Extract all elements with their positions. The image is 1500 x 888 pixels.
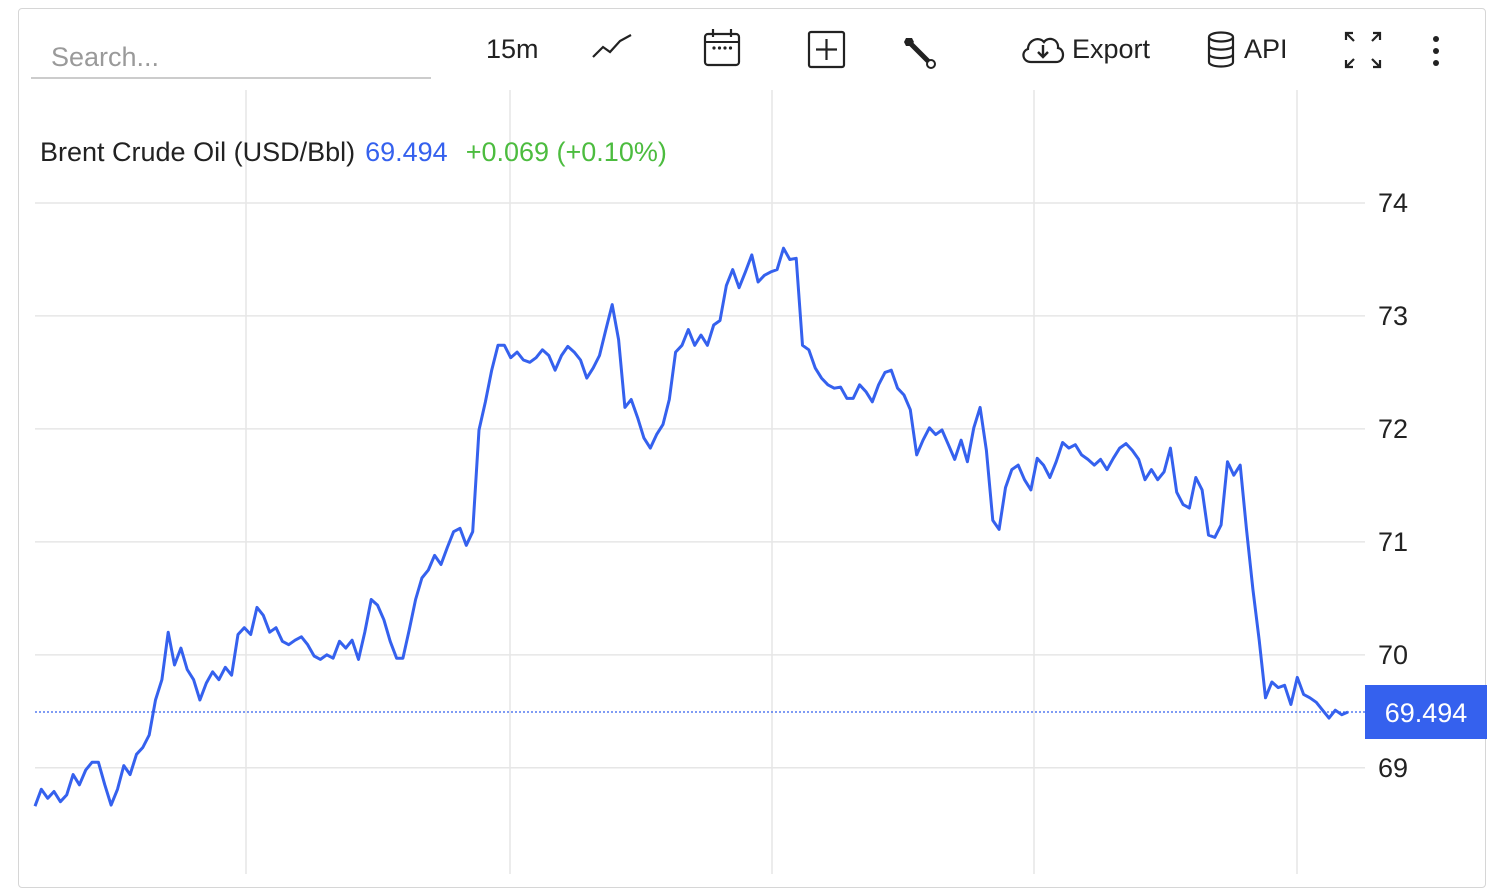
y-tick-label: 69: [1378, 753, 1408, 783]
y-tick-label: 71: [1378, 527, 1408, 557]
export-icon: [1022, 37, 1065, 64]
y-tick-label: 73: [1378, 301, 1408, 331]
api-icon: [1207, 31, 1235, 68]
chart-type-button[interactable]: [590, 30, 634, 66]
y-tick-label: 70: [1378, 640, 1408, 670]
add-indicator-button[interactable]: [807, 30, 847, 70]
price-change: +0.069 (+0.10%): [465, 137, 667, 167]
last-price: 69.494: [365, 137, 448, 167]
search-input[interactable]: Search...: [31, 38, 431, 79]
more-button[interactable]: [1428, 34, 1444, 70]
export-button[interactable]: Export: [1072, 34, 1151, 64]
chart-title: Brent Crude Oil (USD/Bbl): [40, 137, 356, 167]
last-price-tag-label: 69.494: [1385, 698, 1468, 728]
api-button[interactable]: API: [1244, 34, 1288, 64]
last-price-tag: [1365, 685, 1487, 740]
price-line: [33, 246, 1349, 807]
interval-button[interactable]: 15m: [486, 34, 539, 64]
search-placeholder: Search...: [51, 42, 160, 72]
chart-header: Brent Crude Oil (USD/Bbl) 69.494 +0.069 (+…: [40, 137, 677, 168]
settings-button[interactable]: [900, 34, 940, 72]
y-tick-label: 72: [1378, 414, 1408, 444]
y-tick-label: 74: [1378, 188, 1408, 218]
calendar-button[interactable]: [702, 28, 742, 68]
fullscreen-button[interactable]: [1343, 30, 1383, 70]
